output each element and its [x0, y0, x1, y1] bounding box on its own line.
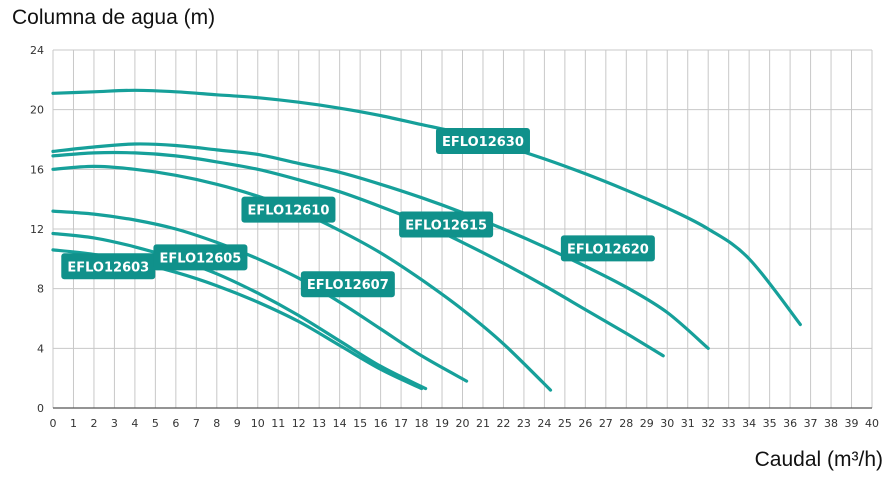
x-tick-label: 3 [111, 417, 118, 430]
series-label-box [435, 127, 530, 154]
x-tick-label: 27 [599, 417, 613, 430]
series-label-eflo12610: EFLO12610 [241, 196, 336, 223]
x-tick-label: 2 [90, 417, 97, 430]
series-label-text: EFLO12620 [567, 242, 649, 257]
series-label-eflo12620: EFLO12620 [560, 235, 655, 262]
x-tick-label: 37 [804, 417, 818, 430]
series-line-eflo12630 [51, 88, 802, 327]
x-tick-label: 8 [213, 417, 220, 430]
x-tick-label: 33 [722, 417, 736, 430]
x-tick-label: 24 [537, 417, 551, 430]
series-line-eflo12605 [51, 231, 428, 391]
x-tick-label: 7 [193, 417, 200, 430]
x-tick-label: 22 [496, 417, 510, 430]
x-tick-label: 12 [292, 417, 306, 430]
series-label-eflo12603: EFLO12603 [61, 253, 156, 280]
series-label-eflo12607: EFLO12607 [300, 271, 395, 298]
x-tick-label: 15 [353, 417, 367, 430]
series-label-eflo12605: EFLO12605 [153, 244, 248, 271]
y-tick-label: 12 [30, 223, 44, 236]
x-tick-label: 14 [333, 417, 347, 430]
series-label-box [241, 196, 336, 223]
x-tick-label: 17 [394, 417, 408, 430]
x-tick-label: 13 [312, 417, 326, 430]
x-tick-label: 23 [517, 417, 531, 430]
x-tick-label: 0 [50, 417, 57, 430]
x-tick-label: 6 [172, 417, 179, 430]
series-label-box [399, 211, 494, 238]
y-tick-label: 8 [37, 283, 44, 296]
y-tick-label: 16 [30, 163, 44, 176]
y-tick-label: 0 [37, 402, 44, 415]
x-tick-label: 28 [619, 417, 633, 430]
x-axis-title: Caudal (m³/h) [754, 448, 883, 471]
x-tick-label: 21 [476, 417, 490, 430]
x-tick-label: 9 [234, 417, 241, 430]
series-label-box [153, 244, 248, 271]
x-tick-label: 31 [681, 417, 695, 430]
x-tick-label: 18 [415, 417, 429, 430]
x-tick-label: 32 [701, 417, 715, 430]
series-label-text: EFLO12605 [159, 251, 241, 266]
x-tick-label: 36 [783, 417, 797, 430]
series-label-eflo12630: EFLO12630 [435, 127, 530, 154]
series-label-box [61, 253, 156, 280]
y-axis-title: Columna de agua (m) [12, 6, 216, 29]
x-tick-label: 16 [374, 417, 388, 430]
y-tick-label: 24 [30, 44, 44, 57]
series-label-box [560, 235, 655, 262]
series-line-eflo12620 [51, 142, 710, 350]
x-tick-label: 38 [824, 417, 838, 430]
series-label-text: EFLO12603 [67, 260, 149, 275]
x-tick-label: 5 [152, 417, 159, 430]
series-label-text: EFLO12607 [307, 278, 389, 293]
series-line-eflo12607 [51, 209, 469, 383]
series-labels: EFLO12603 EFLO12605 EFLO12607 EFLO12610 EFLO… [61, 127, 655, 298]
x-tick-label: 40 [865, 417, 879, 430]
x-tick-label: 25 [558, 417, 572, 430]
x-tick-label: 4 [131, 417, 138, 430]
y-tick-label: 4 [37, 342, 44, 355]
series-label-text: EFLO12630 [442, 135, 524, 150]
series-label-text: EFLO12610 [248, 204, 330, 219]
x-tick-label: 29 [640, 417, 654, 430]
x-tick-label: 19 [435, 417, 449, 430]
series-label-text: EFLO12615 [405, 219, 487, 234]
series-line-eflo12615 [51, 150, 665, 358]
y-tick-label: 20 [30, 104, 44, 117]
x-tick-label: 26 [578, 417, 592, 430]
axis-ticks: 0 1 2 3 4 5 6 7 8 9 10 11 12 13 14 15 16 17 18 19 20 21 22 23 24… [30, 44, 879, 430]
x-tick-label: 30 [660, 417, 674, 430]
x-tick-label: 35 [763, 417, 777, 430]
x-tick-label: 11 [271, 417, 285, 430]
series-label-eflo12615: EFLO12615 [399, 211, 494, 238]
x-tick-label: 34 [742, 417, 756, 430]
grid [52, 49, 873, 409]
x-tick-label: 1 [70, 417, 77, 430]
x-tick-label: 20 [456, 417, 470, 430]
x-tick-label: 39 [845, 417, 859, 430]
series-label-box [300, 271, 395, 298]
x-tick-label: 10 [251, 417, 265, 430]
